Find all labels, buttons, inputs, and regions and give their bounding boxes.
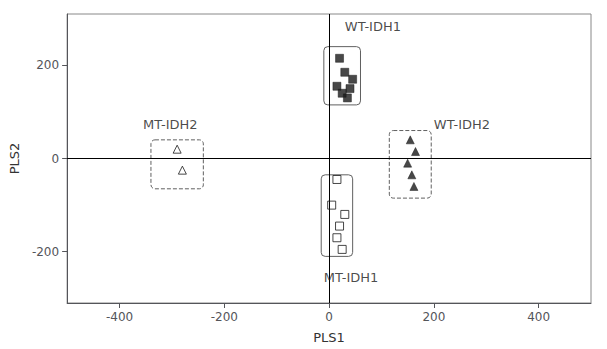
svg-text:-400: -400 — [106, 310, 133, 324]
svg-text:0: 0 — [325, 310, 333, 324]
svg-text:200: 200 — [36, 58, 59, 72]
svg-text:PLS1: PLS1 — [313, 330, 345, 345]
svg-text:-200: -200 — [211, 310, 238, 324]
svg-text:400: 400 — [527, 310, 550, 324]
svg-text:WT-IDH2: WT-IDH2 — [434, 117, 490, 132]
svg-text:-200: -200 — [32, 245, 59, 259]
svg-text:0: 0 — [51, 152, 59, 166]
svg-text:WT-IDH1: WT-IDH1 — [345, 19, 401, 34]
svg-text:200: 200 — [422, 310, 445, 324]
svg-text:MT-IDH1: MT-IDH1 — [324, 270, 379, 285]
svg-text:PLS2: PLS2 — [7, 143, 22, 175]
svg-text:MT-IDH2: MT-IDH2 — [143, 117, 198, 132]
